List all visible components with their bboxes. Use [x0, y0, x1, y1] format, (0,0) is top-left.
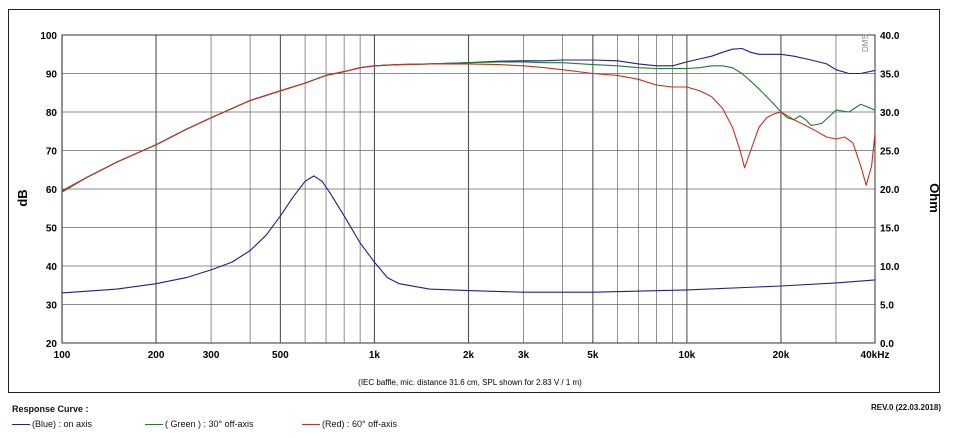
legend-title: Response Curve : — [12, 404, 89, 414]
y-tick-label-right: 30.0 — [880, 108, 900, 119]
frequency-response-chart: 100 200 300 500 1k 2k 3k 5k 10k 20k 40kHz 20 30 40 50 6… — [15, 31, 942, 387]
x-tick-label: 3k — [518, 350, 530, 361]
y-axis-label-right: Ohm — [927, 183, 942, 213]
watermark-text: DMS — [861, 34, 870, 52]
legend-item-red: (Red) : 60° off-axis — [302, 419, 397, 429]
x-tick-label: 2k — [463, 350, 475, 361]
plot-area — [61, 34, 876, 344]
x-tick-label: 5k — [587, 350, 599, 361]
y-tick-label-left: 40 — [46, 262, 58, 273]
legend-swatch-red — [302, 423, 320, 425]
y-tick-label-left: 90 — [46, 70, 58, 81]
y-tick-label-right: 5.0 — [880, 301, 894, 312]
legend-swatch-green — [145, 423, 163, 425]
x-tick-label: 100 — [54, 350, 71, 361]
y-tick-label-left: 100 — [40, 31, 57, 42]
legend-label-green: ( Green ) : 30° off-axis — [165, 419, 254, 429]
x-tick-label: 1k — [369, 350, 381, 361]
y-tick-label-right: 10.0 — [880, 262, 900, 273]
y-tick-label-left: 80 — [46, 108, 58, 119]
x-tick-label: 10k — [679, 350, 696, 361]
y-tick-label-right: 15.0 — [880, 224, 900, 235]
chart-note: (IEC baffle, mic. distance 31.6 cm, SPL … — [358, 378, 582, 387]
legend-label-red: (Red) : 60° off-axis — [322, 419, 397, 429]
y-tick-label-left: 70 — [46, 147, 58, 158]
y-tick-label-left: 20 — [46, 339, 58, 350]
y-tick-label-right: 0.0 — [880, 339, 894, 350]
y-tick-label-left: 60 — [46, 185, 58, 196]
chart-frame — [8, 9, 940, 393]
x-tick-label: 200 — [148, 350, 165, 361]
legend-swatch-blue — [12, 423, 30, 425]
legend-item-green: ( Green ) : 30° off-axis — [145, 419, 253, 429]
legend-label-blue: (Blue) : on axis — [32, 419, 93, 429]
y-tick-label-right: 20.0 — [880, 185, 900, 196]
legend-item-blue: (Blue) : on axis — [12, 419, 92, 429]
revision-label: REV.0 (22.03.2018) — [871, 403, 941, 412]
x-tick-label: 300 — [203, 350, 220, 361]
y-tick-label-right: 40.0 — [880, 31, 900, 42]
y-axis-label-left: dB — [15, 189, 30, 206]
x-tick-label: 40kHz — [861, 350, 890, 361]
series-line-2 — [61, 63, 876, 192]
y-tick-label-right: 35.0 — [880, 70, 900, 81]
x-tick-label: 500 — [272, 350, 289, 361]
y-tick-label-left: 50 — [46, 224, 58, 235]
series-line-3 — [61, 175, 876, 294]
y-tick-label-left: 30 — [46, 301, 58, 312]
y-tick-label-right: 25.0 — [880, 147, 900, 158]
x-tick-label: 20k — [773, 350, 790, 361]
